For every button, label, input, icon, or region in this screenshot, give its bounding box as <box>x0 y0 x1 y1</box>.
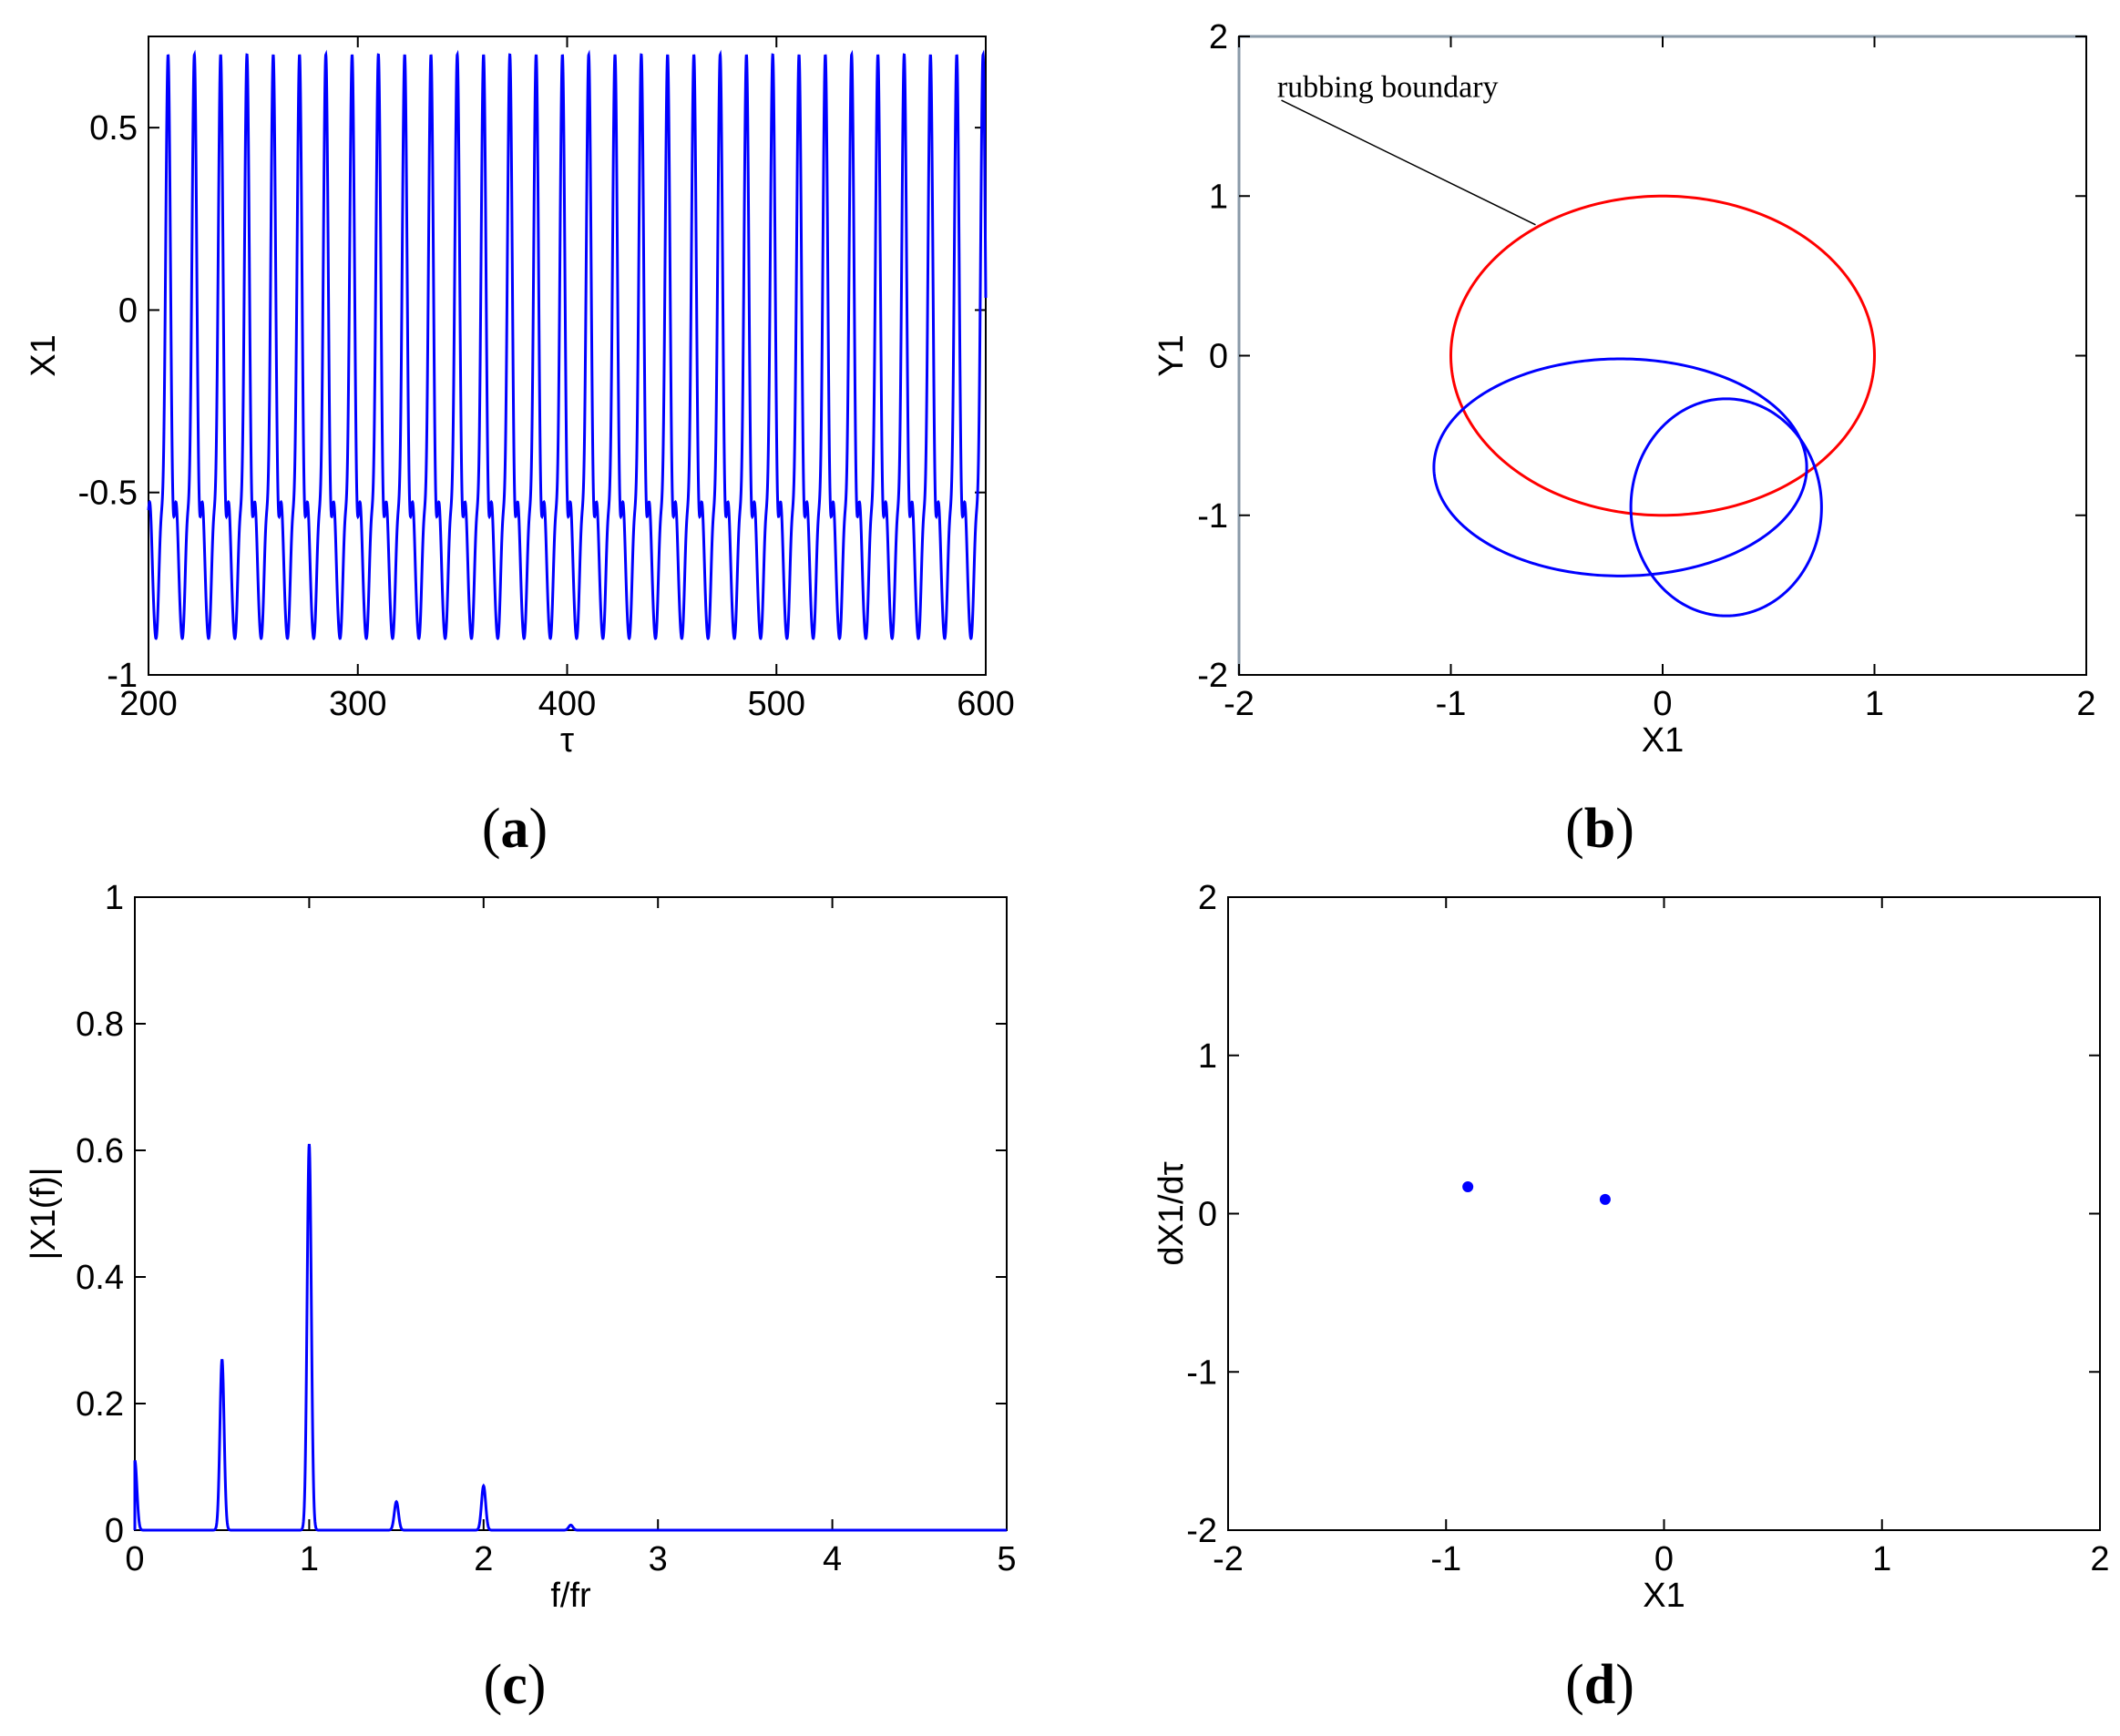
y-axis-label: dX1/dτ <box>1152 1161 1191 1265</box>
y-tick-label: -2 <box>1186 1512 1217 1550</box>
y-axis-label: |X1(f)| <box>25 1167 63 1260</box>
panel-caption: (a) <box>482 798 548 860</box>
x-axis-label: X1 <box>1642 721 1684 760</box>
x-tick-label: 2 <box>2076 685 2095 723</box>
series-boundary <box>1449 194 1877 517</box>
x-tick-label: 200 <box>119 685 177 723</box>
plot-frame <box>1238 36 2087 676</box>
panel-caption: (d) <box>1565 1654 1634 1716</box>
panel-a: 200 300 400 500 600 -1 -0.5 0 0.5 τ X1 (a) <box>25 36 1015 860</box>
y-tick-label: 0.2 <box>76 1385 124 1424</box>
x-axis-label: X1 <box>1643 1577 1685 1615</box>
x-tick-label: 500 <box>748 685 805 723</box>
panel-caption: (c) <box>484 1654 547 1716</box>
x-tick-label: -1 <box>1436 685 1467 723</box>
x-tick-label: 3 <box>649 1540 668 1578</box>
x-tick-label: 600 <box>957 685 1014 723</box>
y-axis-label: Y1 <box>1152 334 1191 376</box>
x-tick-label: 1 <box>300 1540 319 1578</box>
y-tick-label: 0 <box>1209 338 1228 376</box>
x-tick-label: 2 <box>2090 1540 2109 1578</box>
y-tick-label: -1 <box>107 657 138 695</box>
y-tick-label: 0 <box>118 291 138 330</box>
x-tick-label: 4 <box>823 1540 842 1578</box>
annotation-leader <box>1281 99 1536 226</box>
y-tick-label: -1 <box>1186 1353 1217 1392</box>
y-tick-label: -0.5 <box>78 475 138 513</box>
annotation-rubbing-boundary: rubbing boundary <box>1277 71 1499 105</box>
plot-frame <box>134 896 1008 1531</box>
y-tick-label: 2 <box>1198 879 1217 917</box>
y-tick-label: 1 <box>105 879 124 917</box>
x-tick-label: 0 <box>1654 1540 1674 1578</box>
y-tick-label: 1 <box>1209 178 1228 216</box>
y-tick-label: 0 <box>105 1512 124 1550</box>
x-axis-label: f/fr <box>550 1577 591 1615</box>
series-x1-time <box>147 49 988 641</box>
panel-c: 0 1 2 3 4 5 0 0.2 0.4 0.6 0.8 1 f/fr |X1(f)| (c) <box>25 879 1017 1716</box>
x-tick-label: -2 <box>1224 685 1255 723</box>
plot-frame <box>1227 896 2101 1531</box>
x-tick-label: 1 <box>1865 685 1884 723</box>
y-tick-label: 0.5 <box>89 109 138 148</box>
series-spectrum <box>133 1143 1007 1532</box>
y-tick-label: -2 <box>1197 657 1228 695</box>
y-axis-label: X1 <box>25 334 63 376</box>
x-tick-label: 5 <box>997 1540 1016 1578</box>
x-tick-label: -1 <box>1430 1540 1461 1578</box>
panel-b: -2 -1 0 1 2 -2 -1 0 1 2 X1 Y1 (b) rubbing boundary <box>1152 18 2096 860</box>
x-tick-label: 0 <box>125 1540 144 1578</box>
y-tick-label: 0.4 <box>76 1259 124 1297</box>
x-axis-label: τ <box>560 721 574 760</box>
x-tick-label: 1 <box>1872 1540 1891 1578</box>
y-tick-label: 0 <box>1198 1196 1217 1234</box>
panel-d: -2 -1 0 1 2 -2 -1 0 1 2 X1 dX1/dτ (d) <box>1152 879 2110 1716</box>
x-tick-label: 400 <box>538 685 596 723</box>
y-tick-label: -1 <box>1197 497 1228 536</box>
y-tick-label: 1 <box>1198 1037 1217 1076</box>
x-tick-label: 0 <box>1653 685 1672 723</box>
y-tick-label: 0.8 <box>76 1006 124 1044</box>
panel-caption: (b) <box>1565 798 1634 860</box>
x-tick-label: 2 <box>474 1540 493 1578</box>
poincare-point-2 <box>1599 1193 1611 1205</box>
y-tick-label: 0.6 <box>76 1132 124 1170</box>
y-tick-label: 2 <box>1209 18 1228 56</box>
series-orbit-1 <box>1432 357 1808 577</box>
x-tick-label: -2 <box>1213 1540 1244 1578</box>
poincare-point-1 <box>1462 1180 1474 1192</box>
series-orbit-2 <box>1629 397 1823 618</box>
x-tick-label: 300 <box>329 685 386 723</box>
